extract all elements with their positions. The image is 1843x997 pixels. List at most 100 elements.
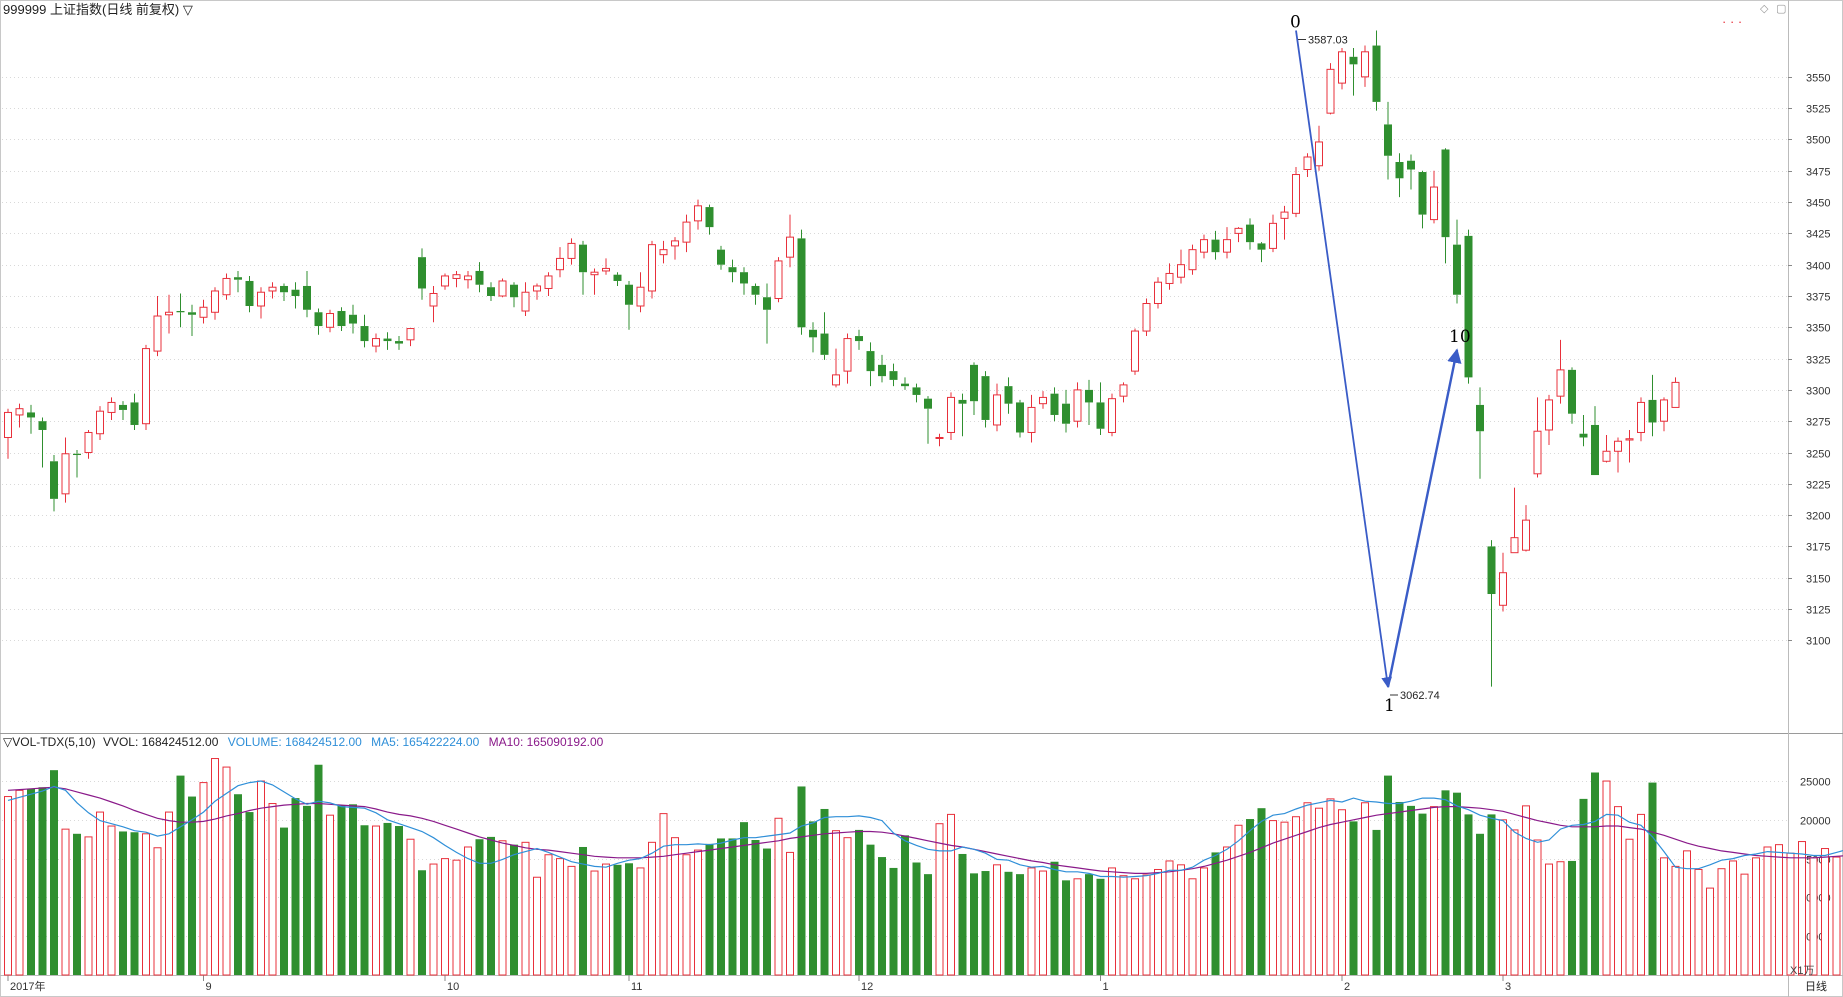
chart-title[interactable]: 999999 上证指数(日线 前复权) ▽: [3, 2, 193, 17]
volume-bar: [1706, 887, 1714, 976]
vvol-value: VVOL: 168424512.00: [102, 735, 219, 749]
candle-body: [1039, 396, 1047, 405]
candle-body: [1545, 399, 1553, 431]
candle: [15, 403, 24, 428]
candle: [786, 214, 794, 268]
candle: [1407, 154, 1415, 190]
period-label[interactable]: 日线: [1805, 981, 1827, 993]
candle-body: [1614, 440, 1622, 452]
candle: [659, 240, 668, 264]
volume-bar: [1384, 775, 1392, 975]
candle-body: [1579, 433, 1588, 438]
candle: [1165, 263, 1174, 290]
volume-bar: [188, 796, 196, 975]
candle: [1073, 382, 1082, 428]
price-tick-label: 3225: [1806, 480, 1830, 492]
volume-bar: [590, 870, 599, 976]
volume-bar: [1568, 860, 1576, 975]
volume-bar: [935, 823, 944, 976]
volume-bar: [268, 803, 277, 976]
candle-body: [291, 289, 300, 296]
volume-bar: [521, 841, 530, 976]
ma10-value: MA10: 165090192.00: [488, 735, 604, 749]
volume-bar: [1257, 808, 1266, 975]
candle-body: [590, 271, 599, 276]
candle: [280, 283, 288, 301]
candle-body: [958, 399, 967, 404]
candle: [119, 401, 127, 420]
candle: [682, 214, 691, 253]
candle: [901, 377, 909, 390]
candle-body: [15, 408, 24, 416]
volume-bar: [1407, 805, 1415, 975]
price-tick-label: 3325: [1806, 355, 1830, 367]
layout-toggle-icon[interactable]: ◇: [1760, 3, 1769, 15]
price-tick-label: 3350: [1806, 323, 1830, 335]
candle: [291, 282, 300, 309]
candle: [602, 258, 610, 275]
volume-bar: [153, 847, 162, 976]
candle: [544, 272, 553, 296]
candle-body: [498, 280, 507, 297]
candle: [1579, 414, 1588, 447]
volume-bar: [1775, 844, 1783, 976]
candle: [705, 204, 714, 235]
volume-bar: [1832, 856, 1841, 976]
volume-bar: [1476, 833, 1484, 975]
volume-bar: [1579, 798, 1588, 975]
volume-bar: [1694, 868, 1703, 976]
candle-body: [50, 461, 58, 499]
candle-body: [671, 240, 679, 247]
wave-up-line: [1386, 348, 1462, 688]
candle: [1096, 382, 1105, 435]
volume-bar: [717, 838, 725, 975]
candle-body: [751, 285, 760, 295]
candle: [636, 272, 645, 313]
volume-bar: [1326, 798, 1335, 976]
volume-bar: [1821, 848, 1829, 976]
candle: [970, 362, 978, 415]
candle-body: [556, 257, 564, 271]
volume-indicator-name[interactable]: ▽VOL-TDX(5,10): [3, 735, 96, 749]
candle-body: [717, 249, 725, 265]
maximize-icon[interactable]: ▢: [1776, 3, 1787, 15]
volume-bar: [648, 841, 656, 976]
volume-bar: [1637, 813, 1645, 976]
volume-bar: [464, 846, 472, 976]
candle: [751, 283, 760, 305]
candle-body: [774, 260, 783, 299]
candle: [349, 304, 357, 334]
wave-label-0: 0: [1290, 12, 1301, 32]
volume-bar: [1246, 819, 1254, 975]
candle: [96, 406, 104, 440]
candle: [855, 329, 863, 350]
candle: [1499, 552, 1507, 612]
candle: [1050, 387, 1059, 422]
candle-body: [1430, 186, 1438, 221]
more-options-icon[interactable]: · · ·: [1722, 14, 1743, 29]
volume-bar: [1591, 772, 1599, 975]
candle: [820, 312, 829, 360]
volume-bar: [418, 870, 426, 975]
volume-bar: [567, 865, 576, 976]
volume-bar: [406, 838, 415, 976]
candle: [1372, 30, 1381, 111]
candle-body: [222, 277, 231, 296]
volume-bar: [1614, 806, 1622, 976]
candle: [1004, 377, 1013, 414]
candle-body: [843, 338, 852, 372]
volume-bar: [1522, 805, 1530, 976]
candle-body: [866, 351, 875, 372]
candle: [27, 404, 35, 434]
volume-bar: [61, 828, 70, 976]
price-tick-label: 3500: [1806, 135, 1830, 147]
volume-bar: [694, 849, 702, 976]
candle: [337, 307, 346, 332]
volume-bar: [441, 858, 449, 976]
volume-bar: [889, 867, 898, 975]
candle: [935, 433, 944, 447]
candle-body: [1522, 519, 1530, 551]
candle-body: [4, 411, 12, 438]
volume-tick-label: 20000: [1800, 816, 1831, 828]
